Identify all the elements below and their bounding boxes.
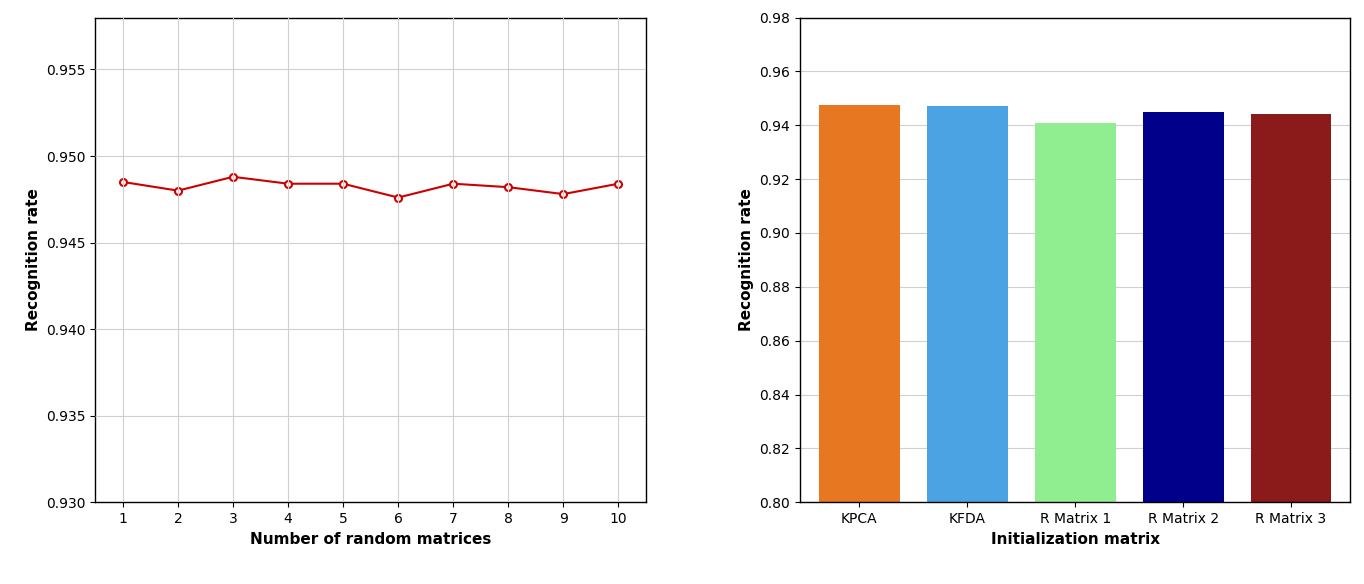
Bar [818, 105, 900, 584]
Bar [1251, 114, 1331, 584]
Y-axis label: Recognition rate: Recognition rate [739, 189, 754, 331]
Bar [1035, 123, 1116, 584]
Y-axis label: Recognition rate: Recognition rate [26, 189, 41, 331]
X-axis label: Number of random matrices: Number of random matrices [250, 531, 491, 547]
Bar [1143, 112, 1224, 584]
Bar [926, 106, 1008, 584]
X-axis label: Initialization matrix: Initialization matrix [990, 531, 1159, 547]
